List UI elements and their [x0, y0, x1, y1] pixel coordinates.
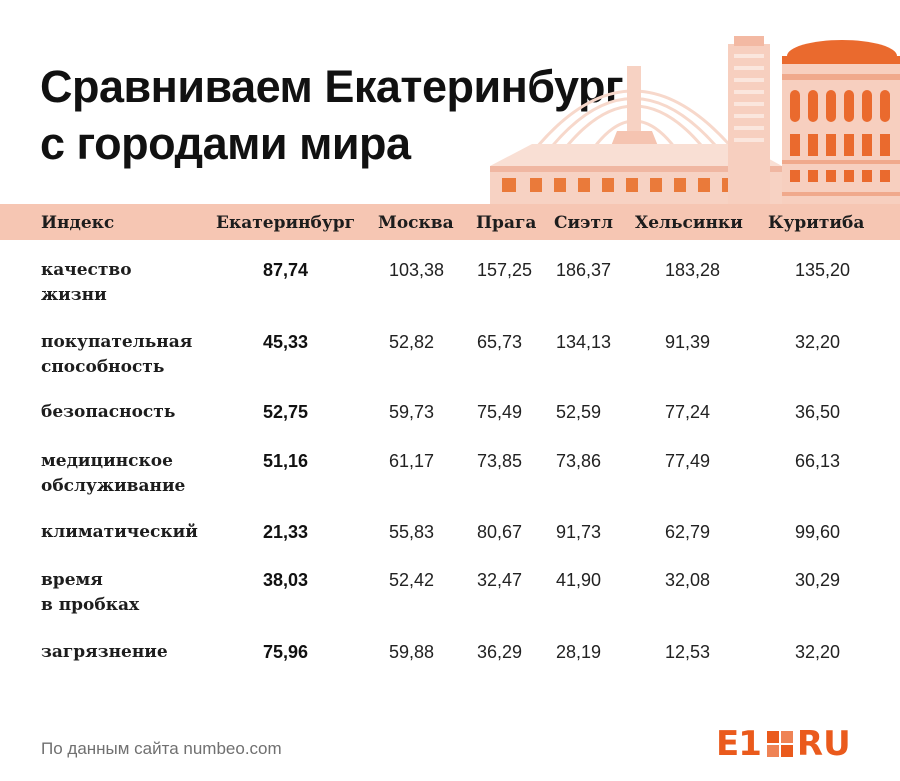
table-cell: 87,74 — [263, 260, 309, 280]
column-header: Сиэтл — [554, 213, 614, 233]
table-cell: 41,90 — [556, 570, 602, 590]
table-cell: 66,13 — [795, 451, 841, 471]
table-cell: 91,39 — [665, 332, 711, 352]
column-header: Индекс — [41, 213, 115, 233]
row-label: медицинское обслуживание — [41, 449, 185, 499]
row-label-line: загрязнение — [41, 642, 168, 662]
table-cell: 32,20 — [795, 332, 841, 352]
table-cell: 52,75 — [263, 402, 309, 422]
logo-ru-text: RU — [796, 724, 851, 764]
logo-e1-text: E1 — [716, 724, 762, 764]
column-header: Хельсинки — [635, 213, 743, 233]
table-cell: 103,38 — [389, 260, 445, 280]
table-cell: 12,53 — [665, 642, 711, 662]
e1-logo-squares-icon — [766, 731, 793, 757]
table-cell: 99,60 — [795, 522, 841, 542]
table-cell: 75,49 — [477, 402, 523, 422]
table-cell: 32,08 — [665, 570, 711, 590]
table-cell: 52,59 — [556, 402, 602, 422]
table-cell: 59,88 — [389, 642, 435, 662]
table-cell: 45,33 — [263, 332, 309, 352]
table-cell: 36,29 — [477, 642, 523, 662]
row-label: покупательная способность — [41, 330, 192, 380]
column-header: Москва — [378, 213, 454, 233]
table-cell: 91,73 — [556, 522, 602, 542]
table-cell: 183,28 — [665, 260, 721, 280]
table-cell: 52,42 — [389, 570, 435, 590]
table-cell: 134,13 — [556, 332, 612, 352]
column-header: Екатеринбург — [216, 213, 356, 233]
row-label-line: жизни — [41, 285, 107, 305]
page-title: Сравниваем Екатеринбург с городами мира — [40, 58, 624, 172]
table-cell: 59,73 — [389, 402, 435, 422]
table-cell: 30,29 — [795, 570, 841, 590]
row-label: качество жизни — [41, 258, 132, 308]
table-cell: 73,85 — [477, 451, 523, 471]
row-label: безопасность — [41, 400, 175, 425]
row-label-line: медицинское — [41, 451, 173, 471]
row-label-line: обслуживание — [41, 476, 186, 496]
table-cell: 73,86 — [556, 451, 602, 471]
table-cell: 75,96 — [263, 642, 309, 662]
e1-logo: E1 RU — [716, 724, 851, 764]
header-band — [0, 204, 900, 240]
row-label: загрязнение — [41, 640, 168, 665]
table-cell: 55,83 — [389, 522, 435, 542]
row-label-line: покупательная — [41, 332, 193, 352]
table-cell: 157,25 — [477, 260, 533, 280]
table-cell: 135,20 — [795, 260, 851, 280]
row-label-line: качество — [41, 260, 132, 280]
row-label-line: способность — [41, 357, 165, 377]
title-line-2: с городами мира — [40, 118, 411, 169]
table-cell: 28,19 — [556, 642, 602, 662]
source-note: По данным сайта numbeo.com — [41, 739, 282, 758]
row-label: время в пробках — [41, 568, 139, 618]
table-cell: 32,47 — [477, 570, 523, 590]
row-label-line: безопасность — [41, 402, 176, 422]
title-line-1: Сравниваем Екатеринбург — [40, 61, 624, 112]
column-header: Прага — [476, 213, 537, 233]
table-cell: 21,33 — [263, 522, 309, 542]
table-cell: 52,82 — [389, 332, 435, 352]
table-cell: 61,17 — [389, 451, 435, 471]
table-cell: 65,73 — [477, 332, 523, 352]
table-cell: 77,24 — [665, 402, 711, 422]
row-label: климатический — [41, 520, 198, 545]
table-cell: 32,20 — [795, 642, 841, 662]
row-label-line: время — [41, 570, 103, 590]
column-header: Куритиба — [768, 213, 865, 233]
table-cell: 62,79 — [665, 522, 711, 542]
table-cell: 38,03 — [263, 570, 309, 590]
table-cell: 36,50 — [795, 402, 841, 422]
table-cell: 77,49 — [665, 451, 711, 471]
table-cell: 186,37 — [556, 260, 612, 280]
table-cell: 80,67 — [477, 522, 523, 542]
row-label-line: климатический — [41, 522, 198, 542]
row-label-line: в пробках — [41, 595, 140, 615]
city-buildings-illustration — [490, 36, 900, 204]
table-cell: 51,16 — [263, 451, 309, 471]
